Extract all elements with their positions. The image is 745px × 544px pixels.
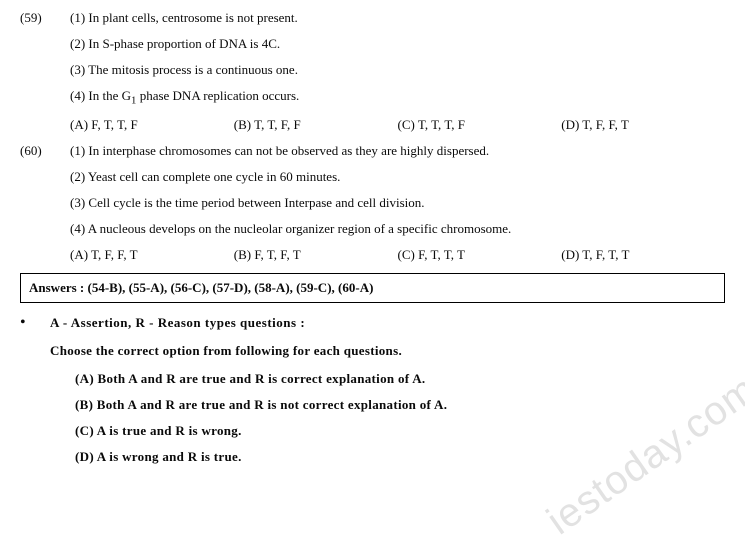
ar-instruction: Choose the correct option from following… bbox=[50, 343, 725, 359]
ar-option-d[interactable]: (D) A is wrong and R is true. bbox=[75, 449, 725, 465]
q60-option-b[interactable]: (B) F, T, F, T bbox=[234, 247, 398, 263]
q59-statement-1: (59) (1) In plant cells, centrosome is n… bbox=[20, 10, 725, 26]
q59-option-c[interactable]: (C) T, T, T, F bbox=[398, 117, 562, 133]
ar-heading: A - Assertion, R - Reason types question… bbox=[50, 315, 305, 331]
q60-option-a[interactable]: (A) T, F, F, T bbox=[70, 247, 234, 263]
question-60: (60) (1) In interphase chromosomes can n… bbox=[20, 143, 725, 263]
q59-statement-3: (3) The mitosis process is a continuous … bbox=[20, 62, 725, 78]
answers-box: Answers : (54-B), (55-A), (56-C), (57-D)… bbox=[20, 273, 725, 303]
q60-option-c[interactable]: (C) F, T, T, T bbox=[398, 247, 562, 263]
q59-option-b[interactable]: (B) T, T, F, F bbox=[234, 117, 398, 133]
q59-s3-text: (3) The mitosis process is a continuous … bbox=[70, 62, 725, 78]
q59-s4-text: (4) In the G1 phase DNA replication occu… bbox=[70, 88, 725, 107]
q59-s2-text: (2) In S-phase proportion of DNA is 4C. bbox=[70, 36, 725, 52]
q60-statement-4: (4) A nucleous develops on the nucleolar… bbox=[20, 221, 725, 237]
ar-option-b[interactable]: (B) Both A and R are true and R is not c… bbox=[75, 397, 725, 413]
q59-option-a[interactable]: (A) F, T, T, F bbox=[70, 117, 234, 133]
q59-options: (A) F, T, T, F (B) T, T, F, F (C) T, T, … bbox=[70, 117, 725, 133]
q60-number: (60) bbox=[20, 143, 70, 159]
q60-statement-2: (2) Yeast cell can complete one cycle in… bbox=[20, 169, 725, 185]
question-59: (59) (1) In plant cells, centrosome is n… bbox=[20, 10, 725, 133]
q60-statement-1: (60) (1) In interphase chromosomes can n… bbox=[20, 143, 725, 159]
q59-number: (59) bbox=[20, 10, 70, 26]
bullet-icon: • bbox=[20, 315, 50, 331]
q60-s4-text: (4) A nucleous develops on the nucleolar… bbox=[70, 221, 725, 237]
q59-statement-4: (4) In the G1 phase DNA replication occu… bbox=[20, 88, 725, 107]
q60-statement-3: (3) Cell cycle is the time period betwee… bbox=[20, 195, 725, 211]
q60-option-d[interactable]: (D) T, F, T, T bbox=[561, 247, 725, 263]
q60-s3-text: (3) Cell cycle is the time period betwee… bbox=[70, 195, 725, 211]
q60-options: (A) T, F, F, T (B) F, T, F, T (C) F, T, … bbox=[70, 247, 725, 263]
ar-option-a[interactable]: (A) Both A and R are true and R is corre… bbox=[75, 371, 725, 387]
q60-s1-text: (1) In interphase chromosomes can not be… bbox=[70, 143, 725, 159]
q59-statement-2: (2) In S-phase proportion of DNA is 4C. bbox=[20, 36, 725, 52]
ar-heading-row: • A - Assertion, R - Reason types questi… bbox=[20, 315, 725, 331]
q59-option-d[interactable]: (D) T, F, F, T bbox=[561, 117, 725, 133]
q59-s1-text: (1) In plant cells, centrosome is not pr… bbox=[70, 10, 725, 26]
ar-option-c[interactable]: (C) A is true and R is wrong. bbox=[75, 423, 725, 439]
q60-s2-text: (2) Yeast cell can complete one cycle in… bbox=[70, 169, 725, 185]
